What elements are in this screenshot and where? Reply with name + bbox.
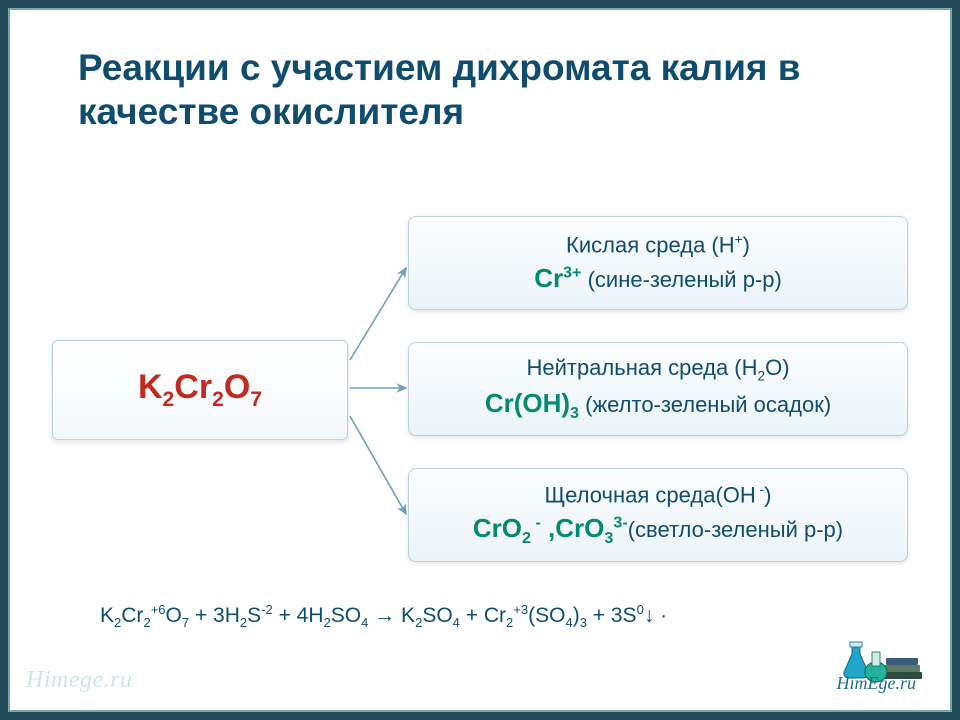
environment-label: Кислая среда (H+) (566, 232, 750, 258)
product-box-alkaline: Щелочная среда(OH -) CrO2 - ,CrO33-(свет… (408, 468, 908, 562)
environment-label: Щелочная среда(OH -) (545, 482, 772, 508)
footer-site: HimEge.ru (837, 673, 917, 694)
product-formula: Cr3+ (534, 263, 581, 293)
product-box-acid: Кислая среда (H+) Cr3+ (сине-зеленый р-р… (408, 216, 908, 310)
product-note: (светло-зеленый р-р) (628, 517, 843, 542)
product-line: Cr(OH)3 (желто-зеленый осадок) (485, 388, 831, 423)
product-formula: Cr(OH)3 (485, 388, 579, 418)
product-box-neutral: Нейтральная среда (H2O) Cr(OH)3 (желто-з… (408, 342, 908, 436)
product-note: (сине-зеленый р-р) (581, 267, 781, 292)
source-box: K2Cr2O7 (52, 340, 348, 440)
reaction-equation: K2Cr2+6O7 + 3H2S-2 + 4H2SO4 → K2SO4 + Cr… (100, 602, 860, 630)
product-note: (желто-зеленый осадок) (579, 392, 831, 417)
slide-frame: Реакции с участием дихромата калия в кач… (8, 8, 952, 712)
arrow-line (350, 416, 406, 514)
environment-label: Нейтральная среда (H2O) (526, 355, 789, 383)
source-formula: K2Cr2O7 (138, 368, 262, 412)
product-line: CrO2 - ,CrO33-(светло-зеленый р-р) (473, 513, 843, 548)
slide: Реакции с участием дихромата калия в кач… (20, 20, 940, 700)
arrow-line (350, 268, 406, 360)
slide-title: Реакции с участием дихромата калия в кач… (78, 46, 900, 135)
product-line: Cr3+ (сине-зеленый р-р) (534, 263, 782, 294)
watermark-text: Himege.ru (26, 667, 132, 694)
product-formula: CrO2 - ,CrO33- (473, 513, 628, 543)
